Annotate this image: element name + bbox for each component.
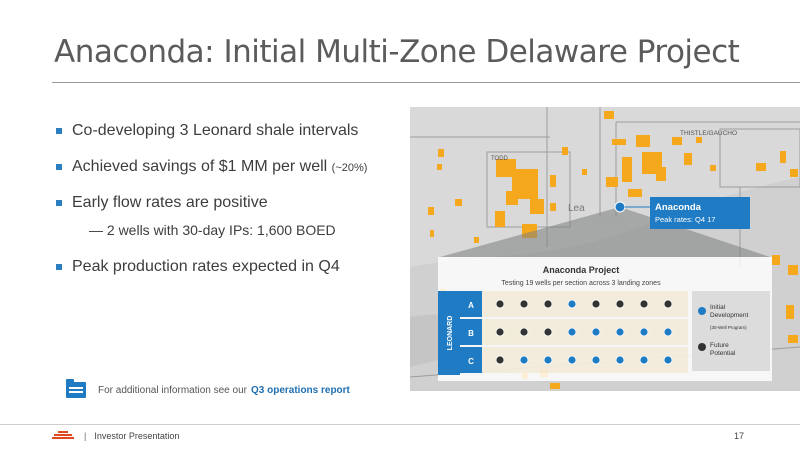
future-well-marker (543, 299, 553, 309)
initial-well-legend-icon (698, 307, 706, 315)
anaconda-map: TODD THISTLE/GAUCHO Lea Anaconda Peak ra… (410, 107, 800, 391)
bullet-text: Peak production rates expected in Q4 (72, 258, 340, 275)
operations-report-link[interactable]: Q3 operations report (250, 384, 350, 396)
zone-label: B (468, 329, 474, 338)
initial-well-marker (567, 299, 577, 309)
future-well-marker (519, 299, 529, 309)
bullet-note: (~20%) (331, 162, 368, 174)
initial-well-marker (663, 327, 673, 337)
thistle-gaucho-label: THISTLE/GAUCHO (680, 130, 737, 137)
title-divider (52, 82, 800, 83)
future-well-marker (615, 299, 625, 309)
legend-initial-label: Initial Development (710, 304, 748, 319)
sub-bullet: — 2 wells with 30-day IPs: 1,600 BOED (89, 222, 336, 238)
company-logo (52, 431, 74, 441)
future-well-marker (591, 299, 601, 309)
lea-label: Lea (568, 203, 585, 214)
bullet-list: Co-developing 3 Leonard shale intervals … (56, 122, 401, 294)
initial-well-marker (663, 355, 673, 365)
initial-well-marker (591, 327, 601, 337)
legend-initial-line: Development (710, 312, 748, 319)
footer: | Investor Presentation (52, 431, 179, 441)
initial-well-marker (567, 355, 577, 365)
zone-label-box (460, 347, 482, 373)
future-well-marker (543, 327, 553, 337)
bullet-text: Early flow rates are positive (72, 194, 268, 211)
legend-future-line: Future (710, 342, 729, 349)
future-well-marker (519, 327, 529, 337)
initial-well-marker (615, 327, 625, 337)
zone-label-box (460, 319, 482, 345)
future-well-marker (495, 327, 505, 337)
bullet-text: Achieved savings of $1 MM per well (72, 158, 332, 175)
initial-well-marker (519, 355, 529, 365)
callout-subtitle: Peak rates: Q4 17 (655, 215, 715, 224)
leonard-zone-bar (438, 291, 460, 375)
future-well-marker (663, 299, 673, 309)
anaconda-callout (650, 197, 750, 229)
zone-label: C (468, 357, 474, 366)
bullet-text: Co-developing 3 Leonard shale intervals (72, 122, 359, 139)
future-well-marker (639, 299, 649, 309)
map-graphic: TODD THISTLE/GAUCHO Lea Anaconda Peak ra… (410, 107, 800, 391)
initial-well-marker (639, 355, 649, 365)
bullet-item: Co-developing 3 Leonard shale intervals (56, 122, 401, 140)
note-text: For additional information see our (98, 384, 247, 396)
callout-title: Anaconda (655, 202, 702, 213)
legend-future-label: Future Potential (710, 342, 736, 357)
zone-band (482, 347, 688, 373)
page-number: 17 (733, 431, 744, 441)
initial-well-marker (543, 355, 553, 365)
footer-label: Investor Presentation (94, 431, 180, 441)
slide-title: Anaconda: Initial Multi-Zone Delaware Pr… (54, 34, 740, 70)
zone-label-box (460, 291, 482, 317)
todd-label: TODD (491, 156, 509, 162)
legend-box (692, 291, 770, 371)
additional-info-note: For additional information see our Q3 op… (66, 379, 350, 398)
future-well-marker (495, 299, 505, 309)
initial-well-marker (567, 327, 577, 337)
bullet-item: Peak production rates expected in Q4 (56, 258, 401, 276)
legend-initial-note: (30-Well Program) (710, 325, 747, 330)
footer-separator: | (84, 431, 87, 441)
initial-well-marker (591, 355, 601, 365)
leonard-label: LEONARD (447, 316, 454, 351)
future-well-legend-icon (698, 343, 706, 351)
footer-divider (0, 424, 800, 425)
zone-band (482, 319, 688, 345)
project-subtitle: Testing 19 wells per section across 3 la… (501, 280, 661, 287)
folder-icon (66, 379, 86, 398)
future-well-marker (495, 355, 505, 365)
legend-initial-line: Initial (710, 304, 726, 311)
landing-zone-rows: A B C (460, 291, 688, 373)
legend-future-line: Potential (710, 350, 736, 357)
zone-band (482, 291, 688, 317)
bullet-item: Early flow rates are positive (56, 194, 401, 212)
initial-well-marker (615, 355, 625, 365)
acreage-blocks (428, 111, 798, 389)
project-title: Anaconda Project (543, 265, 620, 275)
bullet-item: Achieved savings of $1 MM per well (~20%… (56, 158, 401, 176)
callout-projection (440, 207, 770, 257)
initial-well-marker (639, 327, 649, 337)
anaconda-location-marker (614, 201, 626, 213)
zone-label: A (468, 301, 474, 310)
